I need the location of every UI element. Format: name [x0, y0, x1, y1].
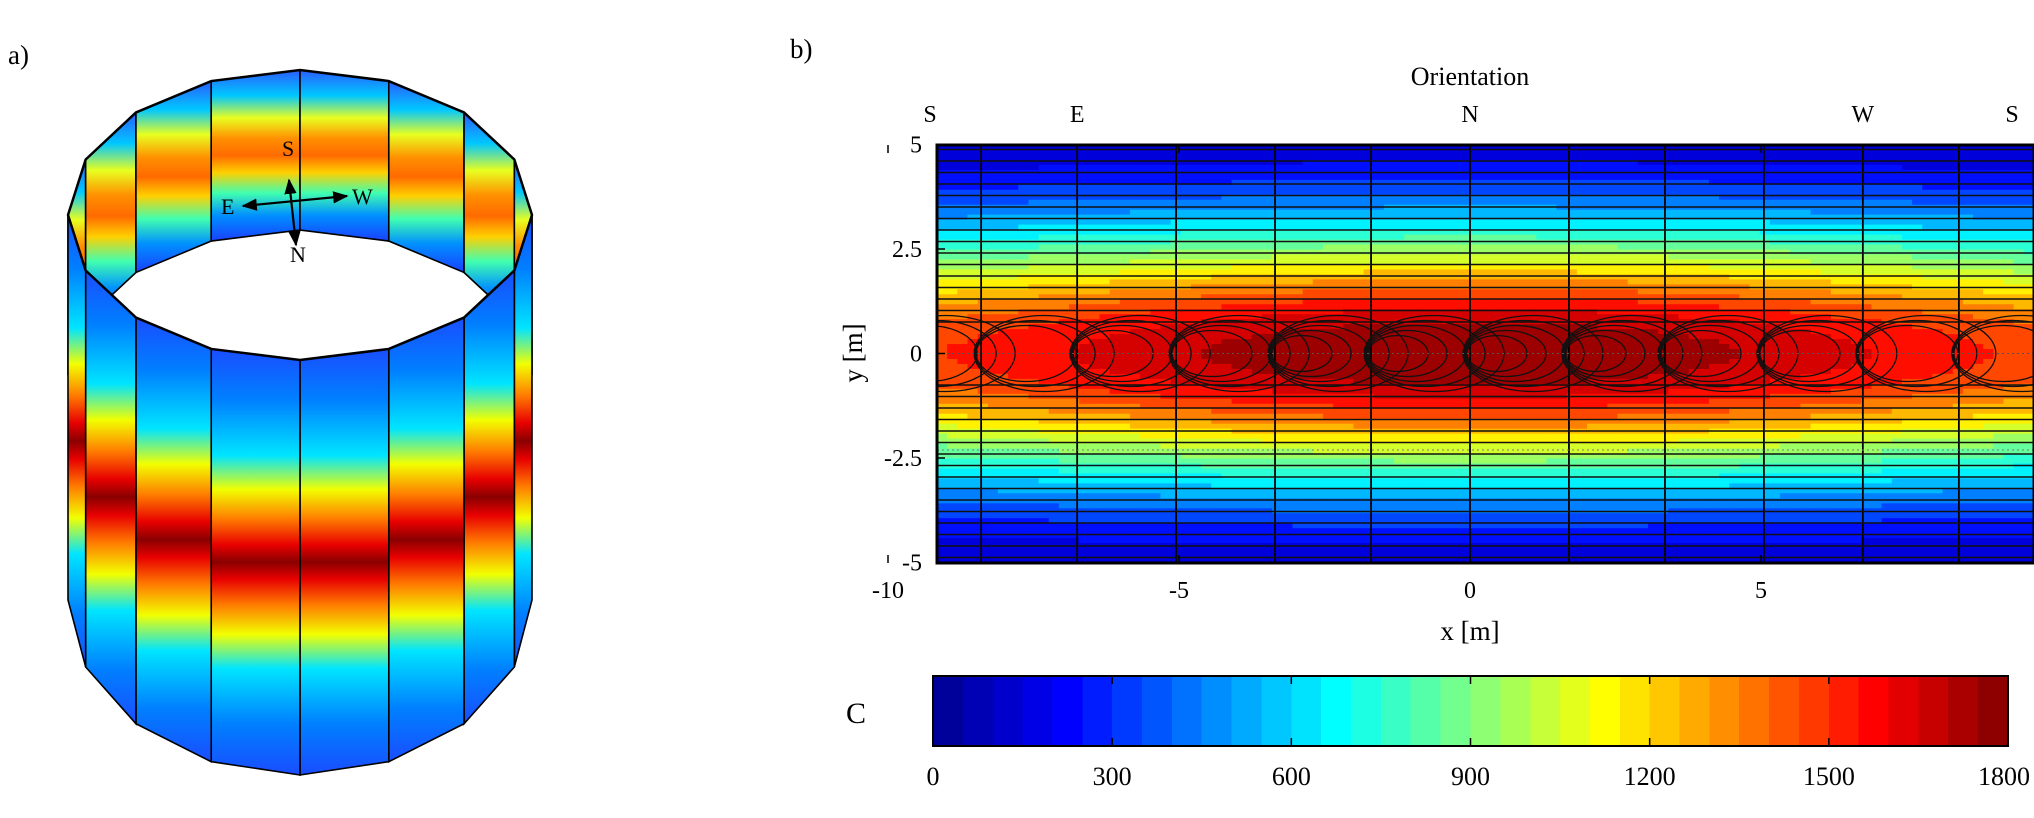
y-tick-label-3: -2.5	[884, 446, 922, 472]
compass-rose: S E W N	[221, 136, 373, 267]
x-tick-label-2: 0	[1464, 578, 1476, 604]
cylinder-outer-wall	[67, 214, 533, 776]
compass-w-label: W	[352, 184, 373, 209]
panel-a-cylinder-figure: S E W N	[66, 68, 534, 776]
y-tick-label-0: 5	[910, 133, 922, 159]
cylinder-top-rim	[66, 68, 534, 362]
orientation-label-1: E	[1070, 102, 1085, 128]
colorbar-ticks: 0 300 600 900 1200 1500 1800	[927, 676, 2030, 791]
x-axis-ticks: -10-50510	[872, 145, 1767, 604]
x-tick-label-0: -10	[872, 578, 904, 604]
orientation-label-2: N	[1461, 102, 1478, 128]
x-tick-label-1: -5	[1169, 578, 1189, 604]
panel-b-label: b)	[790, 34, 813, 64]
y-axis-ticks: 5 2.5 0 -2.5 -5	[884, 133, 945, 577]
contour-lines	[937, 148, 2034, 559]
compass-e-label: E	[221, 194, 234, 219]
x-tick-label-3: 5	[1755, 578, 1767, 604]
colorbar-label: C	[846, 697, 866, 730]
orientation-label-3: W	[1852, 102, 1875, 128]
colorbar-tick-label-3: 900	[1451, 762, 1490, 791]
orientation-label-4: S	[2005, 102, 2018, 128]
colorbar-tick-label-0: 0	[927, 762, 940, 791]
compass-s-label: S	[282, 136, 294, 161]
colorbar-tick-label-2: 600	[1272, 762, 1311, 791]
colorbar-tick-label-4: 1200	[1624, 762, 1676, 791]
x-axis-label: x [m]	[1440, 616, 1499, 646]
compass-n-label: N	[290, 242, 306, 267]
y-axis-label: y [m]	[838, 323, 868, 382]
panel-a-label: a)	[8, 40, 29, 70]
y-tick-label-2: 0	[910, 342, 922, 368]
y-tick-label-1: 2.5	[892, 237, 922, 263]
colorbar-tick-label-1: 300	[1093, 762, 1132, 791]
chart-title: Orientation	[1411, 62, 1529, 91]
colorbar-tick-label-5: 1500	[1803, 762, 1855, 791]
orientation-label-0: S	[923, 102, 936, 128]
y-tick-label-4: -5	[902, 551, 922, 577]
heatmap-bands	[937, 145, 2034, 563]
colorbar	[932, 675, 2009, 747]
colorbar-tick-label-6: 1800	[1978, 762, 2030, 791]
